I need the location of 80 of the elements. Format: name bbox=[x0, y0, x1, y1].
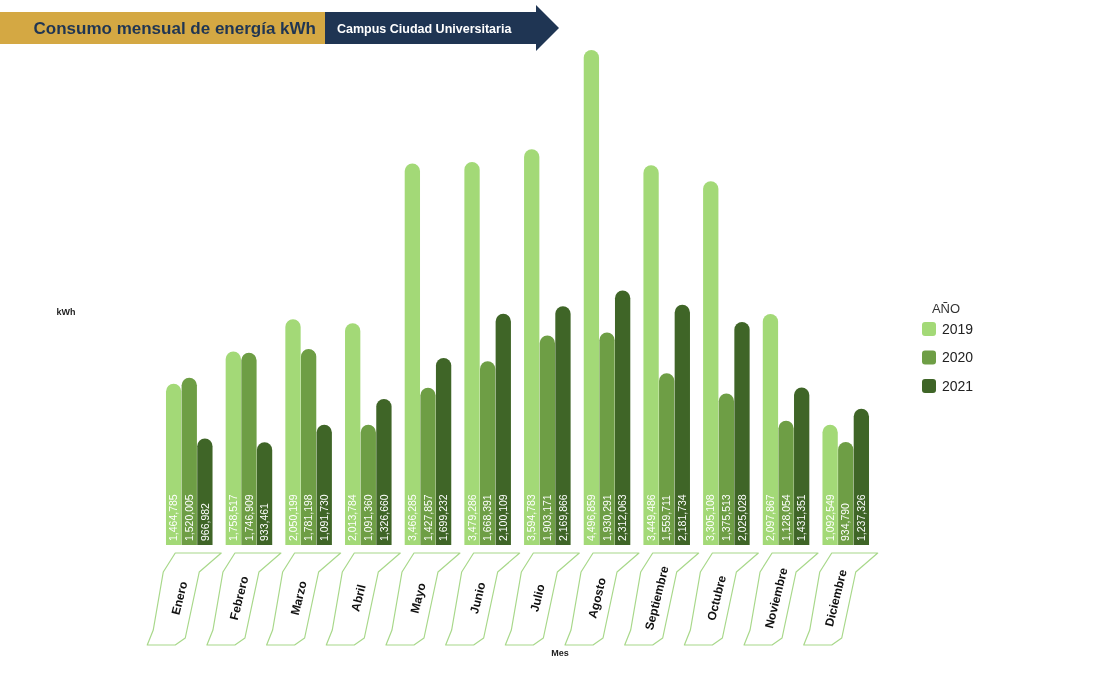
data-label: 1,781,198 bbox=[302, 494, 315, 541]
data-label: 1,128,054 bbox=[779, 494, 792, 541]
x-tick-label: Enero bbox=[168, 579, 191, 617]
bar bbox=[420, 387, 436, 545]
x-tick-label: Febrero bbox=[226, 574, 252, 622]
x-tick-label: Octubre bbox=[704, 573, 730, 623]
data-label: 2,181,734 bbox=[676, 494, 688, 541]
chart-title: Consumo mensual de energía kWh bbox=[33, 19, 316, 38]
data-label: 2,100,109 bbox=[496, 494, 509, 541]
bar bbox=[614, 290, 631, 545]
bar bbox=[822, 424, 838, 545]
data-label: 1,092,549 bbox=[823, 494, 836, 541]
bar bbox=[583, 50, 600, 545]
bar bbox=[643, 165, 659, 545]
data-label: 1,326,660 bbox=[377, 494, 390, 541]
bar bbox=[495, 313, 511, 545]
data-label: 2,169,866 bbox=[556, 494, 569, 541]
chart-subtitle: Campus Ciudad Universitaria bbox=[337, 22, 513, 36]
bar bbox=[404, 163, 421, 545]
legend-label: 2019 bbox=[942, 320, 974, 337]
data-label: 1,758,517 bbox=[226, 494, 239, 541]
data-label: 966,982 bbox=[198, 502, 211, 541]
data-label: 1,559,711 bbox=[660, 494, 673, 541]
bar bbox=[703, 181, 719, 545]
bar bbox=[197, 438, 213, 545]
data-label: 1,431,351 bbox=[795, 494, 808, 541]
x-tick-label: Mayo bbox=[407, 581, 429, 615]
bar bbox=[762, 314, 779, 545]
data-label: 2,097,867 bbox=[764, 494, 777, 541]
data-label: 1,237,326 bbox=[855, 494, 868, 541]
data-label: 1,699,232 bbox=[437, 494, 450, 541]
bar bbox=[539, 335, 555, 545]
bar bbox=[674, 304, 690, 545]
data-label: 1,091,360 bbox=[361, 494, 374, 541]
legend-label: 2021 bbox=[942, 377, 974, 394]
x-axis-title: Mes bbox=[551, 648, 569, 658]
bar bbox=[555, 306, 571, 545]
data-label: 3,594,783 bbox=[525, 494, 538, 541]
data-label: 1,903,171 bbox=[541, 494, 554, 541]
data-label: 933,461 bbox=[258, 502, 271, 541]
bar bbox=[599, 332, 615, 545]
x-tick-label: Agosto bbox=[585, 576, 610, 620]
x-tick-label: Abril bbox=[348, 583, 369, 614]
data-label: 2,025,028 bbox=[735, 494, 748, 541]
data-label: 1,375,513 bbox=[720, 494, 733, 541]
bar bbox=[778, 420, 794, 545]
bar bbox=[524, 149, 540, 545]
data-label: 2,050,199 bbox=[286, 494, 299, 541]
data-label: 934,790 bbox=[839, 502, 852, 541]
data-label: 1,668,391 bbox=[481, 494, 494, 541]
bar bbox=[435, 357, 452, 545]
bar bbox=[376, 398, 392, 545]
bar bbox=[241, 352, 257, 545]
data-label: 3,466,285 bbox=[406, 494, 419, 541]
bar bbox=[285, 319, 301, 545]
x-tick-label: Julio bbox=[527, 582, 548, 614]
legend-label: 2020 bbox=[942, 349, 974, 366]
data-label: 1,520,005 bbox=[182, 494, 195, 541]
data-label: 1,930,291 bbox=[600, 494, 613, 541]
data-label: 1,746,909 bbox=[242, 494, 255, 541]
data-label: 1,427,857 bbox=[421, 494, 434, 541]
bar bbox=[464, 162, 480, 545]
x-tick-label: Junio bbox=[467, 580, 489, 616]
x-tick-label: Marzo bbox=[287, 579, 310, 617]
data-label: 1,091,730 bbox=[317, 494, 330, 541]
text: kWh bbox=[56, 307, 76, 317]
bar bbox=[659, 373, 675, 545]
bar bbox=[345, 323, 361, 545]
legend-title: AÑO bbox=[931, 301, 961, 316]
data-label: 2,013,784 bbox=[346, 494, 359, 541]
data-label: 1,464,785 bbox=[167, 494, 180, 541]
data-label: 3,479,286 bbox=[465, 494, 478, 541]
data-label: 2,312,063 bbox=[616, 494, 629, 541]
data-label: 3,449,486 bbox=[644, 494, 657, 541]
bar bbox=[225, 351, 241, 545]
data-label: 3,305,108 bbox=[704, 494, 717, 541]
bar bbox=[480, 361, 496, 545]
data-label: 4,496,859 bbox=[585, 494, 598, 541]
bar bbox=[300, 348, 317, 545]
bar bbox=[734, 322, 750, 545]
